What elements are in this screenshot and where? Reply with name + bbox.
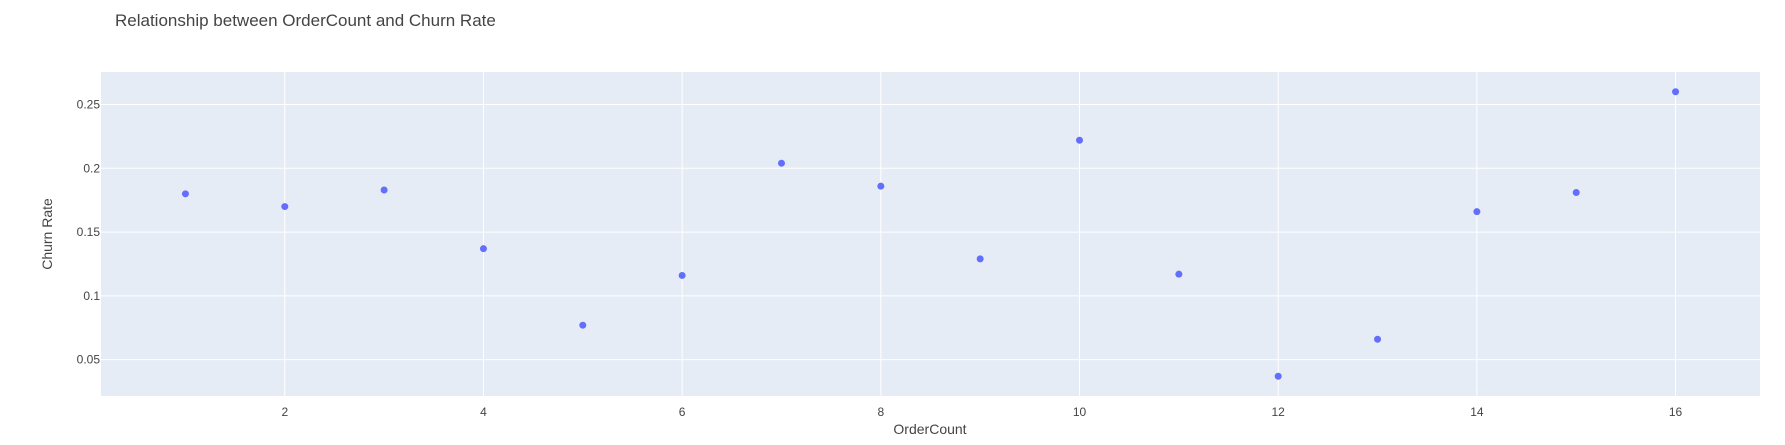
data-point [1672, 88, 1680, 96]
data-point [1076, 136, 1084, 144]
x-tick-label: 10 [1073, 405, 1087, 419]
data-point [1274, 372, 1282, 380]
x-tick-label: 12 [1272, 405, 1286, 419]
data-point [877, 182, 885, 190]
x-tick-label: 2 [281, 405, 288, 419]
x-tick-label: 4 [480, 405, 487, 419]
y-tick-label: 0.05 [77, 353, 101, 367]
data-point [579, 321, 587, 329]
x-tick-label: 16 [1669, 405, 1683, 419]
x-axis-ticks: 2 4 6 8 10 12 14 16 [281, 405, 1682, 419]
plot-area [101, 72, 1760, 396]
data-point [380, 186, 388, 194]
y-axis-title: Churn Rate [39, 198, 55, 270]
data-point [976, 255, 984, 263]
y-axis-ticks: 0.05 0.1 0.15 0.2 0.25 [77, 98, 101, 367]
data-point [678, 271, 686, 279]
x-axis-title: OrderCount [893, 421, 966, 437]
x-tick-label: 6 [679, 405, 686, 419]
data-point [777, 159, 785, 167]
gridlines [101, 72, 1760, 396]
y-tick-label: 0.15 [77, 225, 101, 239]
y-tick-label: 0.25 [77, 98, 101, 112]
data-point [1473, 208, 1481, 216]
data-point [1374, 335, 1382, 343]
data-point [1175, 270, 1183, 278]
data-point [479, 245, 487, 253]
x-tick-label: 14 [1470, 405, 1484, 419]
x-tick-label: 8 [877, 405, 884, 419]
data-points [181, 88, 1680, 380]
y-tick-label: 0.2 [83, 161, 100, 175]
y-tick-label: 0.1 [83, 289, 100, 303]
data-point [181, 190, 189, 198]
chart-title: Relationship between OrderCount and Chur… [115, 11, 496, 30]
data-point [1572, 189, 1580, 197]
data-point [281, 203, 289, 211]
